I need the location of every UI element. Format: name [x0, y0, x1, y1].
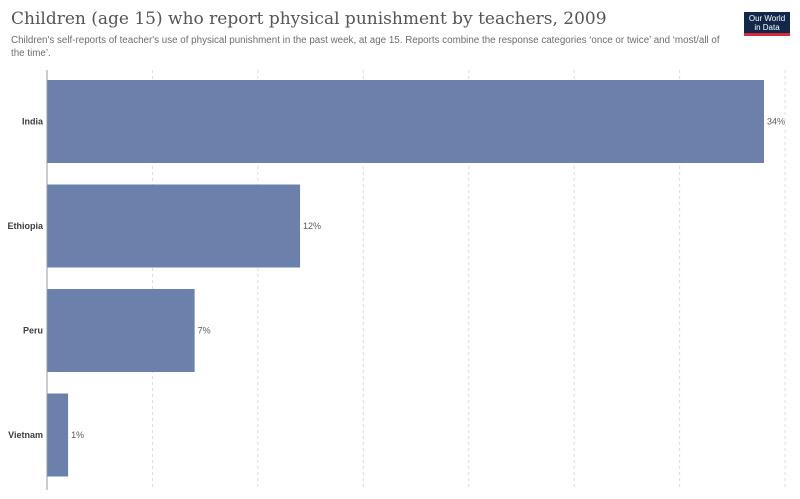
- value-label: 1%: [71, 430, 84, 440]
- value-label: 7%: [198, 326, 211, 336]
- value-label: 34%: [767, 117, 785, 127]
- bar-peru[interactable]: [47, 289, 195, 372]
- bars-group: India 34% Ethiopia 12% Peru 7% Vietnam 1%: [8, 80, 785, 477]
- gridlines: [151, 70, 786, 490]
- category-label: Vietnam: [8, 430, 43, 440]
- bar-vietnam[interactable]: [47, 393, 69, 477]
- category-label: Ethiopia: [8, 221, 44, 231]
- bar-india[interactable]: [47, 80, 764, 163]
- logo-line-2: in Data: [754, 23, 780, 32]
- chart-subtitle: Children's self-reports of teacher's use…: [11, 35, 720, 59]
- logo-line-1: Our World: [748, 14, 786, 23]
- chart-title: Children (age 15) who report physical pu…: [11, 9, 607, 29]
- bar-ethiopia[interactable]: [47, 184, 301, 268]
- category-label: Peru: [23, 326, 43, 336]
- owid-logo[interactable]: Our World in Data: [744, 12, 790, 36]
- value-label: 12%: [303, 221, 321, 231]
- category-label: India: [22, 117, 44, 127]
